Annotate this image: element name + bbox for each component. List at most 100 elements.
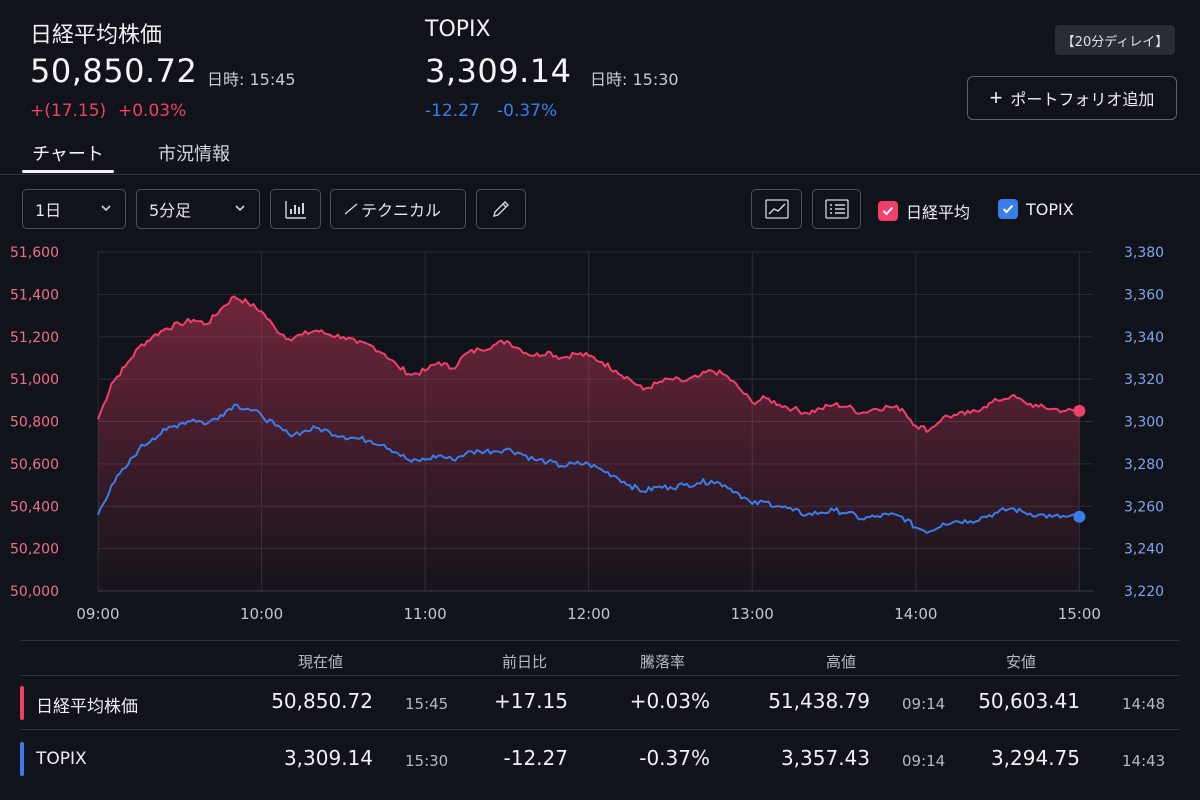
table-row-divider: [20, 729, 1180, 730]
technical-button[interactable]: テクニカル: [330, 189, 466, 229]
legend-topix-label: TOPIX: [1026, 199, 1074, 219]
row-price: 50,850.72: [271, 689, 373, 713]
row-high-time: 09:14: [902, 752, 946, 770]
legend-nikkei[interactable]: 日経平均: [878, 199, 970, 223]
list-icon: [824, 199, 849, 219]
header-change: 前日比: [502, 653, 548, 671]
x-tick-label: 13:00: [731, 605, 774, 623]
row-low: 3,294.75: [990, 746, 1080, 770]
trend-line-icon: [344, 203, 358, 215]
header-low: 安値: [1006, 653, 1037, 671]
x-tick-label: 15:00: [1058, 605, 1101, 623]
nikkei-last-point: [1073, 404, 1086, 417]
y-left-tick-label: 50,200: [10, 542, 59, 558]
topix-title: TOPIX: [425, 17, 491, 42]
row-change: -12.27: [503, 746, 568, 770]
row-low: 50,603.41: [978, 689, 1080, 713]
x-tick-label: 09:00: [76, 605, 119, 623]
nikkei-area: [98, 296, 1080, 591]
y-right-tick-label: 3,380: [1124, 245, 1164, 261]
row-change-pct: -0.37%: [639, 746, 710, 770]
nikkei-series-line: [97, 295, 1080, 433]
topix-value: 3,309.14: [425, 52, 572, 90]
topix-time: 日時: 15:30: [590, 70, 679, 89]
line-chart-button[interactable]: [751, 189, 802, 229]
active-tab-indicator: [22, 170, 114, 173]
tab-market-info[interactable]: 市況情報: [158, 144, 230, 165]
row-color-marker: [20, 742, 24, 776]
bar-chart-button[interactable]: [270, 189, 321, 229]
row-price-time: 15:45: [405, 695, 449, 713]
period-select-value: 1日: [35, 201, 62, 220]
x-tick-label: 12:00: [567, 605, 610, 623]
row-high-time: 09:14: [902, 695, 946, 713]
bar-chart-icon: [284, 201, 306, 219]
table-header-divider: [20, 675, 1180, 676]
row-high: 51,438.79: [768, 689, 870, 713]
chevron-down-icon: [101, 205, 111, 212]
y-right-tick-label: 3,260: [1124, 499, 1164, 515]
checkbox-checked-icon: [998, 199, 1018, 219]
legend-nikkei-label: 日経平均: [906, 203, 971, 222]
y-left-tick-label: 50,400: [10, 499, 59, 515]
row-price: 3,309.14: [283, 746, 373, 770]
nikkei-time: 日時: 15:45: [207, 70, 296, 89]
y-right-tick-label: 3,340: [1124, 330, 1164, 346]
table-top-divider: [20, 640, 1180, 641]
interval-select-value: 5分足: [149, 201, 192, 220]
nikkei-title: 日経平均株価: [30, 23, 163, 48]
y-left-tick-label: 51,400: [10, 287, 59, 303]
row-change: +17.15: [493, 689, 568, 713]
delay-badge: 【20分ディレイ】: [1055, 25, 1175, 55]
y-left-tick-label: 50,000: [10, 584, 59, 600]
tab-chart[interactable]: チャート: [32, 144, 104, 165]
nikkei-change-pct: +0.03%: [118, 101, 187, 121]
y-right-tick-label: 3,240: [1124, 542, 1164, 558]
row-price-time: 15:30: [405, 752, 449, 770]
row-name: 日経平均株価: [36, 697, 138, 717]
header-high: 高値: [826, 653, 857, 671]
nikkei-value: 50,850.72: [30, 52, 198, 90]
row-high: 3,357.43: [780, 746, 870, 770]
y-left-tick-label: 50,600: [10, 457, 59, 473]
y-left-tick-label: 51,600: [10, 245, 59, 261]
topix-series-line: [97, 403, 1080, 534]
topix-change-pct: -0.37%: [497, 101, 558, 121]
x-tick-label: 10:00: [240, 605, 283, 623]
row-low-time: 14:43: [1122, 752, 1166, 770]
header-change-pct: 騰落率: [640, 653, 686, 671]
y-left-tick-label: 51,000: [10, 372, 59, 388]
y-right-tick-label: 3,280: [1124, 457, 1164, 473]
add-portfolio-button[interactable]: + ポートフォリオ追加: [967, 76, 1177, 120]
add-portfolio-label: ポートフォリオ追加: [1010, 92, 1155, 109]
row-change-pct: +0.03%: [629, 689, 710, 713]
x-tick-label: 11:00: [404, 605, 447, 623]
y-right-tick-label: 3,360: [1124, 287, 1164, 303]
interval-select[interactable]: 5分足: [136, 189, 260, 229]
technical-label: テクニカル: [361, 201, 442, 220]
period-select[interactable]: 1日: [22, 189, 126, 229]
topix-change: -12.27: [425, 101, 480, 121]
row-name: TOPIX: [36, 749, 87, 769]
y-right-tick-label: 3,300: [1124, 415, 1164, 431]
row-low-time: 14:48: [1122, 695, 1166, 713]
y-left-tick-label: 51,200: [10, 330, 59, 346]
list-view-button[interactable]: [812, 189, 861, 229]
draw-button[interactable]: [476, 189, 526, 229]
y-left-tick-label: 50,800: [10, 415, 59, 431]
y-right-tick-label: 3,320: [1124, 372, 1164, 388]
header-price: 現在値: [298, 653, 344, 671]
intraday-chart[interactable]: 51,600 51,400 51,200 51,000 50,800 50,600 50,4…: [0, 238, 1200, 630]
plus-icon: +: [989, 85, 1003, 110]
tab-divider: [0, 174, 1200, 175]
row-color-marker: [20, 686, 24, 720]
pencil-icon: [493, 201, 509, 217]
nikkei-change: +(17.15): [30, 101, 107, 121]
legend-topix[interactable]: TOPIX: [998, 199, 1074, 219]
topix-last-point: [1073, 510, 1086, 523]
checkbox-checked-icon: [878, 201, 898, 221]
chevron-down-icon: [235, 205, 245, 212]
x-tick-label: 14:00: [894, 605, 937, 623]
y-right-tick-label: 3,220: [1124, 584, 1164, 600]
line-chart-icon: [764, 199, 789, 219]
